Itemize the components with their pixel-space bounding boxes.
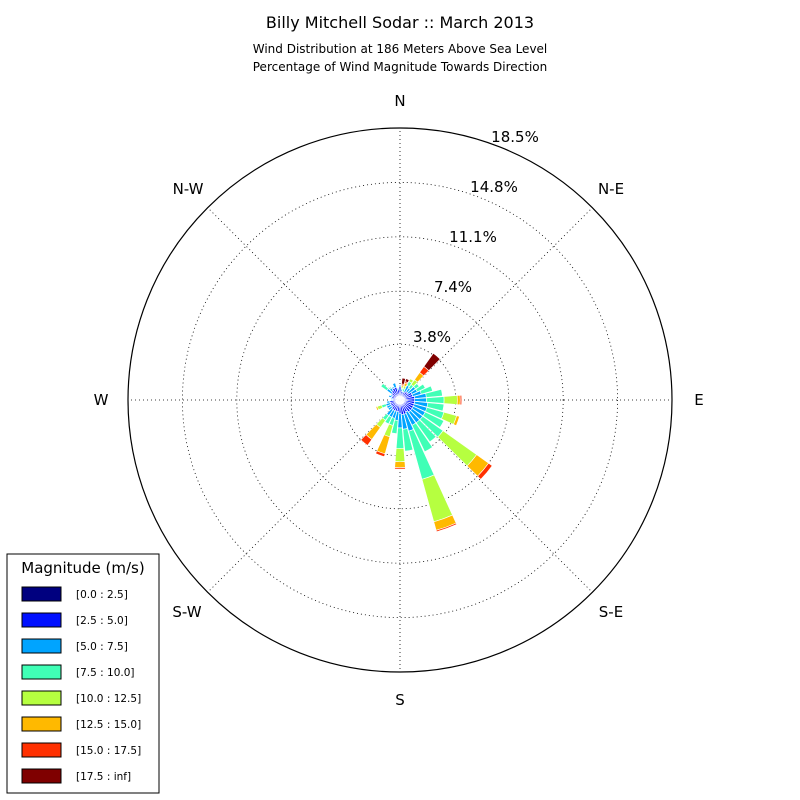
- bar-dir-90-bin-5: [456, 394, 461, 406]
- legend-swatch-7: [21, 768, 62, 784]
- legend-label-0: [0.0 : 2.5]: [76, 589, 128, 601]
- grid-ring-3: [236, 236, 564, 564]
- ring-label-5: 18.5%: [491, 128, 539, 146]
- legend-swatch-6: [21, 742, 62, 758]
- legend-swatch-0: [21, 586, 62, 602]
- bar-dir-210-bin-3: [384, 415, 393, 425]
- direction-label-e: E: [694, 391, 703, 409]
- bar-dir-130-bin-4: [437, 430, 478, 467]
- bar-dir-260-bin-2: [386, 400, 391, 404]
- bar-dir-310-bin-3: [380, 383, 389, 392]
- legend-label-5: [12.5 : 15.0]: [76, 719, 141, 731]
- bar-dir-70-bin-3: [419, 385, 433, 395]
- bar-dir-200-bin-4: [383, 423, 394, 438]
- grid-spoke-315: [207, 207, 401, 401]
- legend-swatch-3: [21, 664, 62, 680]
- polar-outline: [127, 127, 673, 673]
- bar-dir-130-bin-6: [477, 462, 493, 480]
- direction-label-n: N: [394, 92, 405, 110]
- legend-label-3: [7.5 : 10.0]: [76, 667, 134, 679]
- chart-title: Billy Mitchell Sodar :: March 2013: [266, 13, 534, 32]
- bar-dir-160-bin-4: [421, 474, 453, 523]
- direction-label-se: S-E: [599, 603, 623, 621]
- bar-dir-90-bin-6: [459, 394, 463, 406]
- bar-dir-90-bin-4: [443, 395, 458, 405]
- bar-dir-250-bin-5: [375, 405, 379, 411]
- bar-dir-180-bin-6: [394, 467, 406, 470]
- legend-label-2: [5.0 : 7.5]: [76, 641, 128, 653]
- ring-label-3: 11.1%: [449, 228, 497, 246]
- bar-dir-100-bin-3: [426, 402, 445, 412]
- bar-dir-180-bin-5: [394, 461, 406, 468]
- legend: Magnitude (m/s) [0.0 : 2.5] [2.5 : 5.0] [5…: [6, 553, 160, 794]
- legend-items: [0.0 : 2.5] [2.5 : 5.0] [5.0 : 7.5] [7.5 : …: [21, 586, 141, 784]
- bar-dir-80-bin-3: [425, 388, 443, 398]
- grid-ring-4: [181, 181, 619, 619]
- bar-dir-30-bin-4: [408, 378, 414, 384]
- bar-dir-50-bin-3: [413, 383, 420, 390]
- polar-grid: [128, 128, 672, 672]
- outer-ring: [127, 127, 673, 673]
- ring-label-2: 7.4%: [434, 278, 472, 296]
- ring-label-1: 3.8%: [413, 328, 451, 346]
- chart-subtitle-line-2: Percentage of Wind Magnitude Towards Dir…: [253, 60, 547, 74]
- bar-dir-150-bin-3: [411, 422, 433, 453]
- bar-dir-0-bin-2: [398, 384, 402, 388]
- bar-dir-90-bin-3: [426, 396, 445, 404]
- legend-swatch-4: [21, 690, 62, 706]
- bar-dir-340-bin-2: [392, 382, 397, 389]
- bar-dir-200-bin-6: [375, 450, 386, 458]
- legend-label-1: [2.5 : 5.0]: [76, 615, 128, 627]
- legend-title: Magnitude (m/s): [21, 559, 144, 577]
- bar-dir-350-bin-2: [396, 387, 400, 391]
- legend-swatch-5: [21, 716, 62, 732]
- direction-label-s: S: [395, 691, 405, 709]
- chart-subtitle-line-1: Wind Distribution at 186 Meters Above Se…: [253, 42, 548, 56]
- direction-label-w: W: [94, 391, 109, 409]
- bar-dir-40-bin-7: [423, 352, 441, 372]
- wind-bars: [360, 352, 493, 533]
- bar-dir-60-bin-3: [415, 383, 426, 393]
- legend-label-6: [15.0 : 17.5]: [76, 745, 141, 757]
- ring-label-4: 14.8%: [470, 178, 518, 196]
- bar-dir-160-bin-6: [435, 522, 458, 533]
- bar-dir-190-bin-3: [391, 419, 399, 434]
- legend-label-4: [10.0 : 12.5]: [76, 693, 141, 705]
- bar-dir-170-bin-3: [402, 428, 414, 452]
- legend-label-7: [17.5 : inf]: [76, 771, 131, 783]
- bar-dir-200-bin-5: [376, 434, 391, 455]
- bar-dir-110-bin-5: [453, 415, 460, 427]
- direction-label-nw: N-W: [173, 180, 204, 198]
- legend-swatch-2: [21, 638, 62, 654]
- bar-dir-220-bin-6: [360, 434, 373, 446]
- bar-dir-120-bin-3: [422, 411, 445, 428]
- bar-dir-20-bin-7: [404, 378, 410, 384]
- bar-dir-180-bin-4: [394, 448, 406, 463]
- grid-spoke-45: [399, 207, 593, 401]
- legend-swatch-1: [21, 612, 62, 628]
- bar-dir-180-bin-3: [395, 427, 405, 449]
- grid-spoke-225: [207, 399, 401, 593]
- direction-label-ne: N-E: [598, 180, 624, 198]
- bar-dir-140-bin-3: [415, 419, 437, 443]
- direction-label-sw: S-W: [172, 603, 201, 621]
- grid-spoke-135: [399, 399, 593, 593]
